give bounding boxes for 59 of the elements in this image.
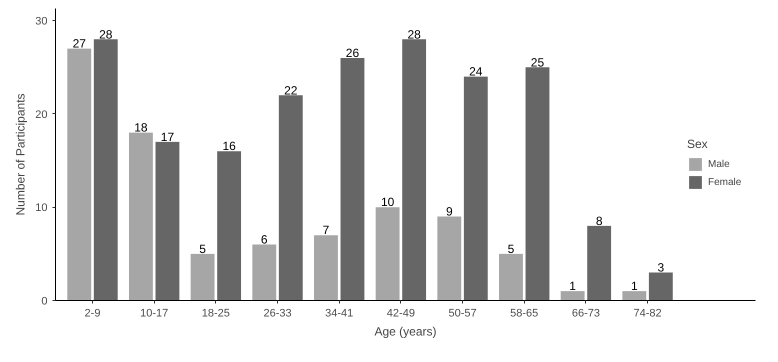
bar bbox=[402, 39, 426, 300]
bar bbox=[526, 67, 550, 300]
bar bbox=[376, 207, 400, 300]
bar bbox=[314, 235, 338, 300]
data-label: 18 bbox=[134, 120, 148, 135]
data-label: 7 bbox=[322, 223, 330, 238]
data-label: 28 bbox=[407, 27, 422, 42]
y-tick-label: 10 bbox=[35, 202, 48, 214]
y-tick-label: 0 bbox=[41, 296, 48, 308]
x-tick-label: 42-49 bbox=[386, 308, 415, 320]
data-label: 28 bbox=[99, 27, 113, 42]
bar bbox=[622, 291, 646, 300]
x-tick-label: 18-25 bbox=[202, 308, 230, 320]
x-tick-label: 34-41 bbox=[325, 308, 354, 320]
x-axis-title: Age (years) bbox=[374, 324, 437, 338]
bar bbox=[278, 95, 303, 300]
data-label: 1 bbox=[569, 279, 576, 294]
bar bbox=[128, 132, 153, 300]
data-label: 10 bbox=[380, 195, 395, 210]
bar bbox=[587, 226, 612, 300]
y-tick-label: 30 bbox=[35, 16, 48, 28]
x-tick-label: 58-65 bbox=[510, 308, 538, 320]
bar bbox=[437, 216, 462, 300]
legend-title: Sex bbox=[687, 137, 709, 151]
bar bbox=[190, 254, 215, 300]
data-label: 5 bbox=[508, 242, 515, 256]
x-tick-label: 66-73 bbox=[572, 308, 600, 320]
data-label: 9 bbox=[446, 204, 453, 219]
bar bbox=[499, 254, 523, 300]
x-tick-label: 10-17 bbox=[140, 308, 168, 320]
data-label: 1 bbox=[630, 279, 638, 294]
bar bbox=[648, 272, 673, 300]
data-label: 17 bbox=[160, 130, 174, 144]
data-label: 5 bbox=[199, 242, 206, 256]
bar bbox=[217, 151, 242, 300]
bar bbox=[156, 142, 180, 300]
data-label: 8 bbox=[596, 214, 603, 228]
bar bbox=[464, 76, 488, 300]
y-axis-title: Number of Participants bbox=[13, 93, 28, 216]
data-label: 24 bbox=[469, 64, 483, 79]
x-tick-label: 50-57 bbox=[448, 308, 477, 320]
data-label: 3 bbox=[657, 260, 664, 275]
bar bbox=[560, 291, 585, 300]
data-label: 26 bbox=[346, 46, 360, 60]
bar bbox=[252, 244, 276, 300]
data-label: 16 bbox=[222, 139, 236, 154]
x-tick-label: 26-33 bbox=[263, 308, 292, 320]
x-tick-label: 74-82 bbox=[634, 308, 662, 320]
y-tick-label: 20 bbox=[35, 108, 48, 121]
data-label: 6 bbox=[260, 232, 268, 247]
data-label: 27 bbox=[72, 36, 86, 51]
data-label: 25 bbox=[530, 55, 544, 70]
data-label: 22 bbox=[284, 83, 298, 98]
bar bbox=[340, 58, 364, 300]
legend-label: Male bbox=[708, 158, 730, 170]
bar bbox=[67, 48, 92, 300]
x-tick-label: 2-9 bbox=[84, 308, 100, 320]
bar bbox=[94, 39, 118, 300]
legend-label: Female bbox=[708, 176, 742, 188]
